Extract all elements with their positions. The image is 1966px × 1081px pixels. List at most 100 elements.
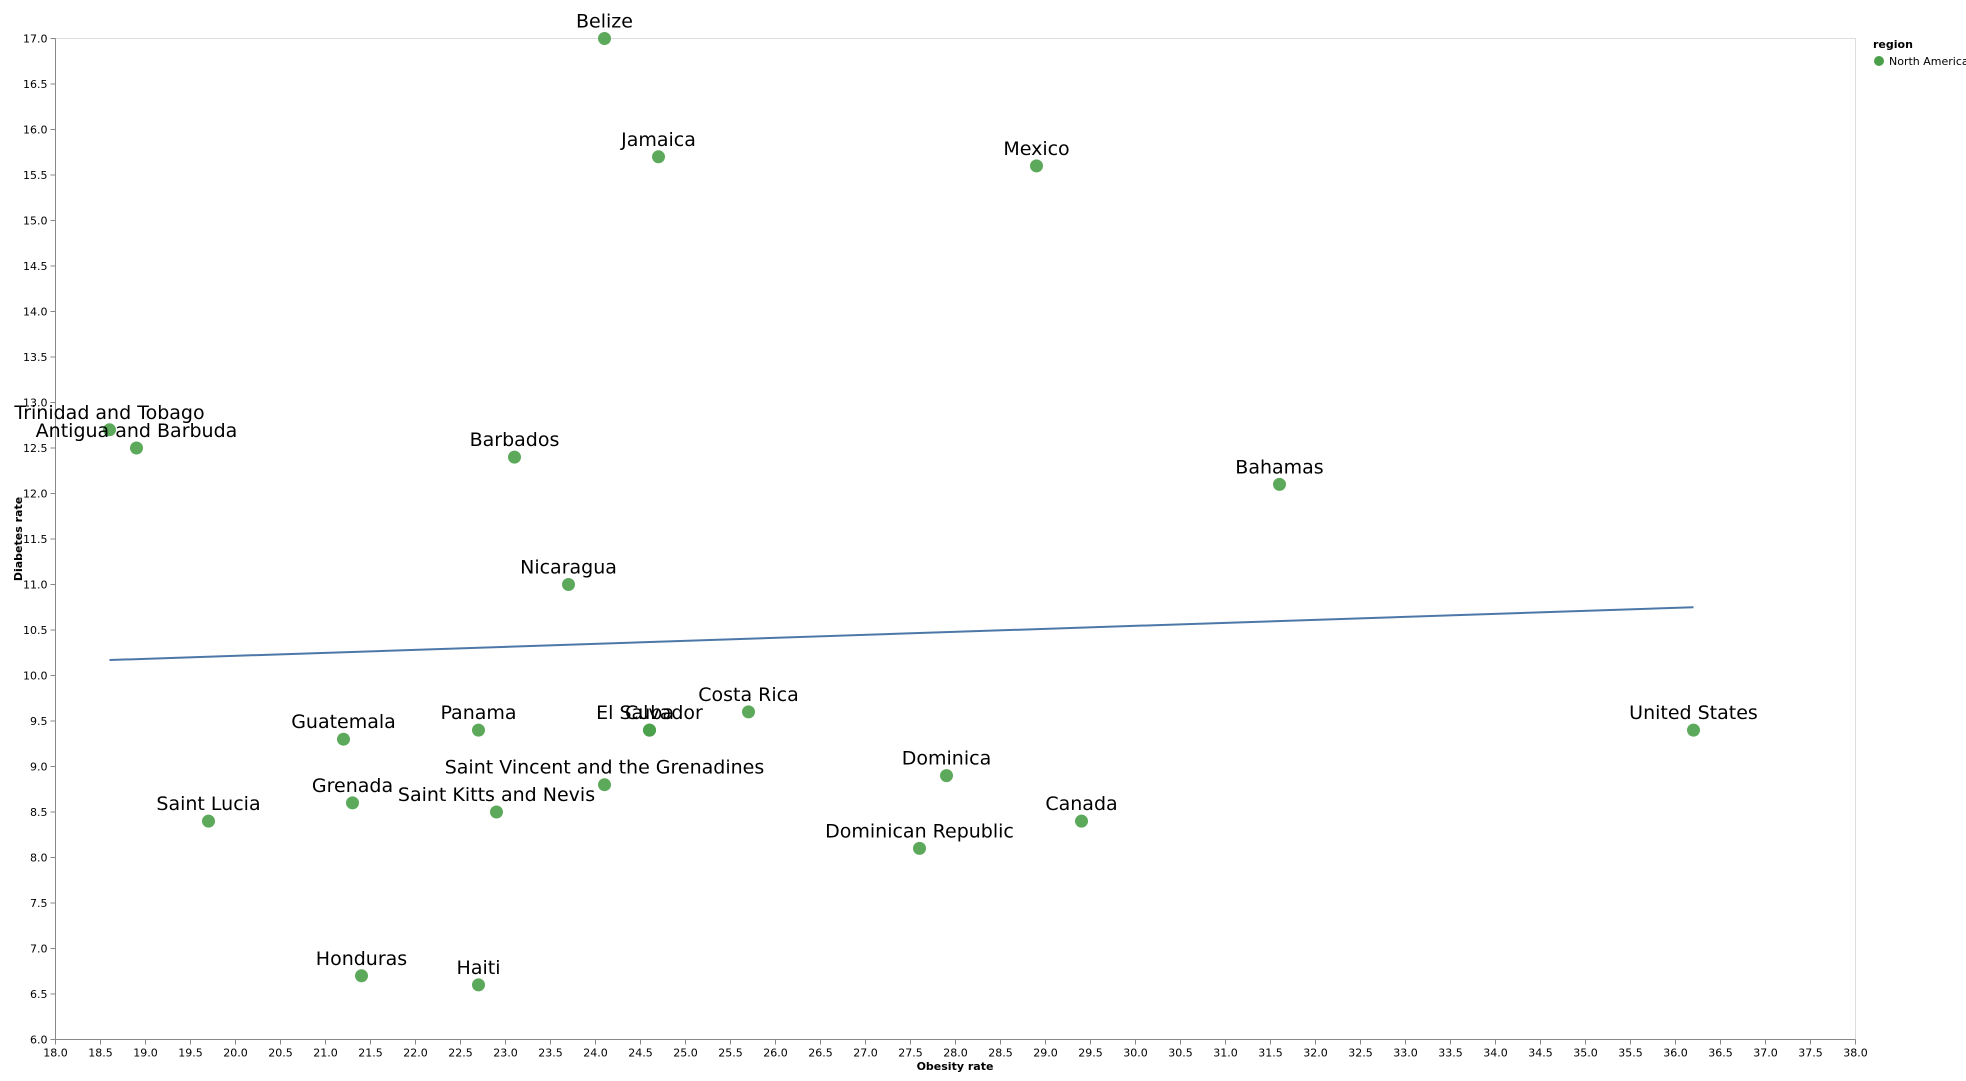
y-tick-label: 7.5 [30, 897, 48, 910]
data-point-label: Cuba [625, 702, 674, 724]
x-tick-label: 33.5 [1438, 1047, 1463, 1060]
data-point-label: Saint Lucia [156, 793, 260, 815]
trendline-layer [109, 606, 1694, 662]
x-tick-label: 22.5 [448, 1047, 473, 1060]
data-point [346, 796, 359, 810]
y-tick-label: 12.0 [23, 488, 48, 501]
y-axis-title: Diabetes rate [12, 497, 25, 581]
data-point-label: Bahamas [1235, 456, 1323, 478]
x-tick-label: 22.0 [403, 1047, 428, 1060]
y-tick-label: 9.5 [30, 715, 48, 728]
y-tick-label: 16.5 [23, 78, 48, 91]
y-tick-label: 13.0 [23, 397, 48, 410]
y-tick-label: 14.0 [23, 306, 48, 319]
plot-area-frame [55, 38, 1856, 1040]
x-tick-label: 28.5 [988, 1047, 1013, 1060]
data-point-label: Mexico [1003, 138, 1069, 160]
y-tick-label: 6.5 [30, 988, 48, 1001]
x-tick-label: 31.5 [1258, 1047, 1283, 1060]
data-point [652, 150, 665, 164]
x-tick-label: 37.0 [1753, 1047, 1778, 1060]
data-point [643, 723, 656, 737]
y-tick-label: 16.0 [23, 124, 48, 137]
data-point [508, 450, 521, 464]
x-tick-label: 21.5 [358, 1047, 383, 1060]
y-tick-label: 10.5 [23, 624, 48, 637]
legend: region North America [1873, 38, 1966, 68]
x-tick-label: 24.5 [628, 1047, 653, 1060]
x-tick-label: 37.5 [1798, 1047, 1823, 1060]
data-point [1075, 814, 1088, 828]
data-point [1687, 723, 1700, 737]
x-tick-label: 20.0 [223, 1047, 248, 1060]
data-point [598, 32, 611, 45]
data-point [472, 723, 485, 737]
data-point [103, 423, 116, 437]
data-point-label: Saint Vincent and the Grenadines [445, 757, 765, 779]
data-point [598, 778, 611, 792]
data-point [490, 805, 503, 819]
data-point-label: Trinidad and Tobago [13, 402, 204, 424]
data-point-label: Canada [1045, 793, 1117, 815]
y-tick-label: 17.0 [23, 33, 48, 46]
x-tick-label: 34.5 [1528, 1047, 1553, 1060]
x-tick-label: 19.5 [178, 1047, 203, 1060]
x-tick-label: 21.0 [313, 1047, 338, 1060]
y-tick-label: 9.0 [30, 761, 48, 774]
x-tick-label: 36.0 [1663, 1047, 1688, 1060]
data-point-label: Dominican Republic [825, 820, 1014, 842]
data-point-label: Honduras [316, 948, 407, 970]
data-point-label: Dominica [902, 748, 991, 770]
data-point [337, 732, 350, 746]
data-point-label: Barbados [470, 429, 560, 451]
x-tick-label: 29.5 [1078, 1047, 1103, 1060]
x-tick-label: 26.5 [808, 1047, 833, 1060]
x-tick-label: 36.5 [1708, 1047, 1733, 1060]
data-point [1273, 477, 1286, 491]
y-tick-label: 12.5 [23, 442, 48, 455]
x-tick-label: 33.0 [1393, 1047, 1418, 1060]
data-point-label: Grenada [312, 775, 393, 797]
y-tick-label: 13.5 [23, 351, 48, 364]
data-point-label: Antigua and Barbuda [36, 420, 238, 442]
data-point-label: Jamaica [620, 129, 696, 151]
x-tick-label: 27.5 [898, 1047, 923, 1060]
data-point [355, 969, 368, 983]
x-tick-label: 25.0 [673, 1047, 698, 1060]
x-tick-label: 26.0 [763, 1047, 788, 1060]
data-point-label: Saint Kitts and Nevis [398, 784, 595, 806]
x-tick-label: 23.0 [493, 1047, 518, 1060]
x-tick-label: 27.0 [853, 1047, 878, 1060]
x-tick-label: 38.0 [1843, 1047, 1868, 1060]
data-point [742, 705, 755, 719]
data-point-label: Belize [576, 11, 633, 33]
y-tick-label: 11.0 [23, 579, 48, 592]
x-tick-label: 23.5 [538, 1047, 563, 1060]
data-point-label: El Salvador [596, 702, 703, 724]
legend-swatch-north-america [1874, 56, 1884, 66]
y-tick-label: 7.0 [30, 943, 48, 956]
x-tick-label: 18.0 [43, 1047, 68, 1060]
data-point [940, 769, 953, 783]
y-tick-label: 10.0 [23, 670, 48, 683]
data-point [913, 841, 926, 855]
y-tick-label: 15.5 [23, 169, 48, 182]
data-point-label: United States [1629, 702, 1758, 724]
x-tick-label: 34.0 [1483, 1047, 1508, 1060]
x-tick-label: 32.5 [1348, 1047, 1373, 1060]
x-axis-title: Obesity rate [917, 1060, 994, 1073]
x-tick-label: 25.5 [718, 1047, 743, 1060]
y-tick-label: 8.5 [30, 806, 48, 819]
x-axis: 18.0 18.5 19.0 19.5 20.0 20.5 21.0 21.5 22.0 22.5… [43, 1039, 1868, 1060]
data-point [472, 978, 485, 992]
x-tick-label: 35.0 [1573, 1047, 1598, 1060]
data-point-label: Panama [440, 702, 516, 724]
data-point [130, 441, 143, 455]
y-tick-label: 14.5 [23, 260, 48, 273]
y-tick-label: 6.0 [30, 1034, 48, 1047]
y-tick-label: 8.0 [30, 852, 48, 865]
data-point [202, 814, 215, 828]
x-tick-label: 35.5 [1618, 1047, 1643, 1060]
x-tick-label: 30.5 [1168, 1047, 1193, 1060]
legend-title: region [1873, 38, 1913, 51]
